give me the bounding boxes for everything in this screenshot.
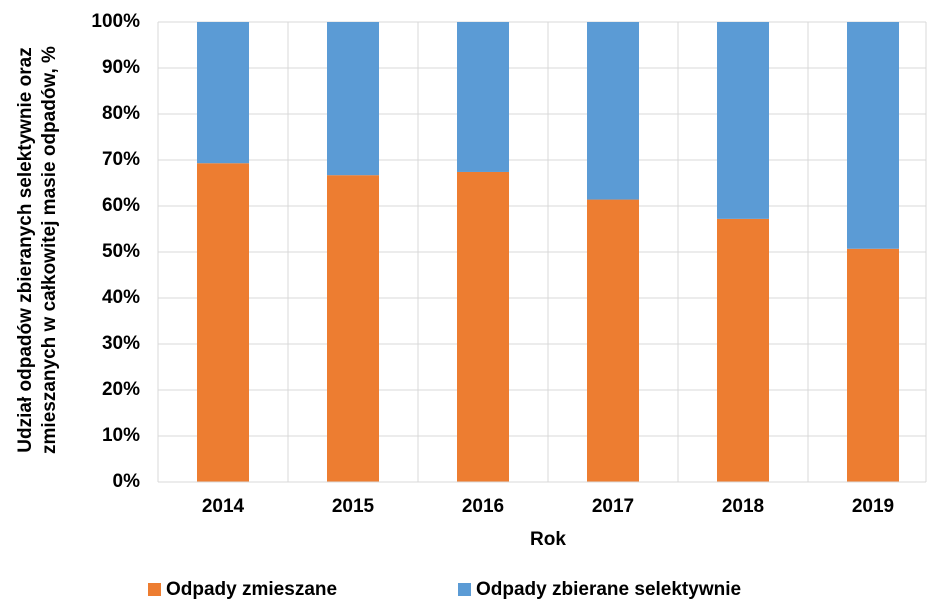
bar-segment: [847, 248, 899, 482]
y-tick-label: 50%: [102, 241, 140, 262]
y-tick-label: 90%: [102, 57, 140, 78]
y-tick-label: 40%: [102, 287, 140, 308]
x-tick-label: 2017: [592, 496, 634, 517]
bar-segment: [847, 22, 899, 249]
y-tick-label: 20%: [102, 379, 140, 400]
x-tick-label: 2019: [852, 496, 894, 517]
y-tick-label: 10%: [102, 425, 140, 446]
legend-swatch: [148, 583, 161, 596]
x-tick-label: 2015: [332, 496, 375, 517]
y-tick-label: 70%: [102, 149, 140, 170]
bar-segment: [587, 22, 639, 200]
y-tick-label: 80%: [102, 103, 140, 124]
x-tick-label: 2018: [722, 496, 764, 517]
x-tick-label: 2016: [462, 496, 504, 517]
bar-segment: [457, 22, 509, 172]
y-tick-label: 30%: [102, 333, 140, 354]
bar-segment: [197, 22, 249, 164]
bar-segment: [587, 199, 639, 482]
legend-label: Odpady zbierane selektywnie: [476, 579, 741, 600]
bar-segment: [327, 22, 379, 176]
bar-segment: [197, 163, 249, 482]
legend-label: Odpady zmieszane: [166, 579, 337, 600]
y-tick-label: 60%: [102, 195, 140, 216]
bar-segment: [717, 218, 769, 482]
x-tick-label: 2014: [202, 496, 245, 517]
y-tick-label: 0%: [113, 471, 141, 492]
bar-segment: [327, 175, 379, 482]
x-axis-title: Rok: [530, 529, 566, 550]
y-axis-title-line: Udział odpadów zbieranych selektywnie or…: [15, 47, 36, 452]
y-axis-title-line: zmieszanych w całkowitej masie odpadów, …: [39, 46, 60, 454]
y-tick-label: 100%: [91, 11, 140, 32]
bar-segment: [457, 171, 509, 482]
legend-swatch: [458, 583, 471, 596]
y-axis-title: Udział odpadów zbieranych selektywnie or…: [15, 46, 60, 454]
bar-segment: [717, 22, 769, 219]
